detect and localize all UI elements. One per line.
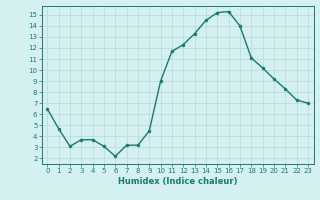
X-axis label: Humidex (Indice chaleur): Humidex (Indice chaleur) xyxy=(118,177,237,186)
